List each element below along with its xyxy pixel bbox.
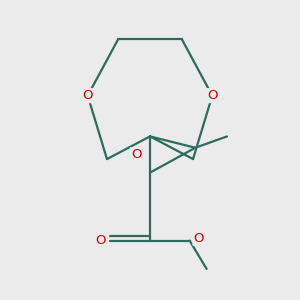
Text: O: O <box>82 89 93 102</box>
Text: O: O <box>95 234 105 247</box>
Text: O: O <box>207 89 217 102</box>
Text: O: O <box>194 232 204 245</box>
Text: O: O <box>131 148 142 161</box>
